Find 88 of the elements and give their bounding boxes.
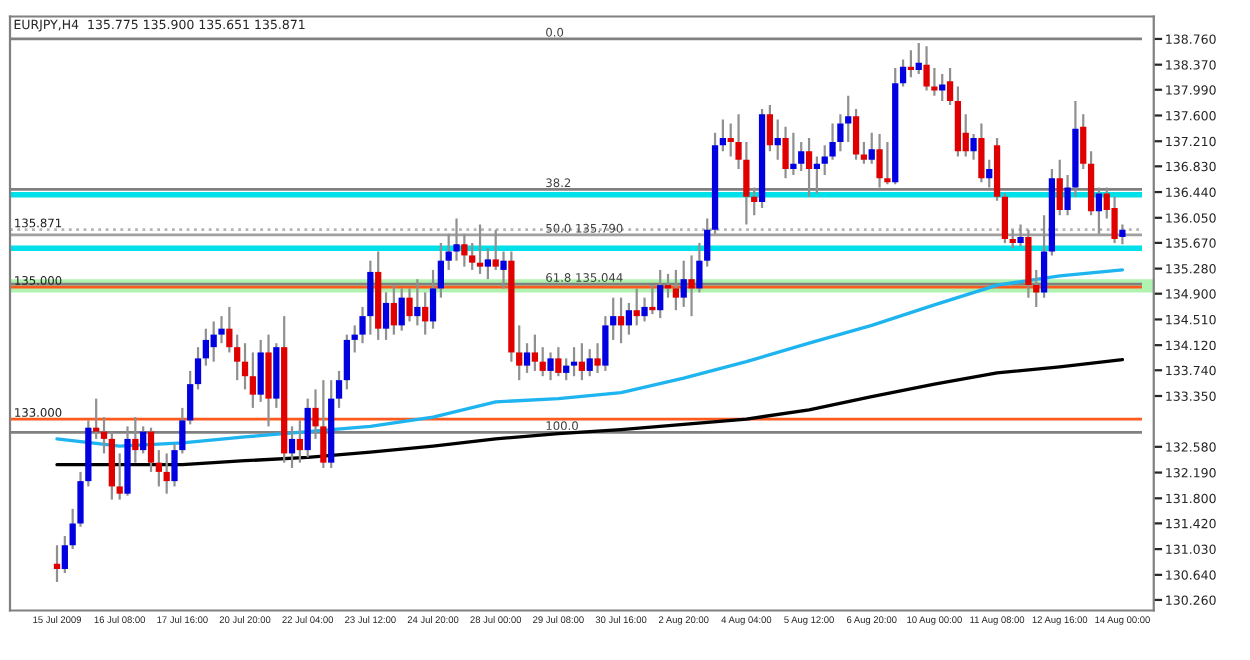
candlestick bbox=[484, 247, 491, 281]
candlestick bbox=[782, 125, 789, 180]
candlestick bbox=[140, 425, 147, 455]
candlestick bbox=[476, 223, 484, 276]
candlestick bbox=[978, 122, 985, 184]
candlestick bbox=[578, 342, 586, 382]
candlestick bbox=[304, 397, 311, 459]
candlestick bbox=[625, 301, 633, 336]
candlestick bbox=[1095, 186, 1103, 235]
candlestick bbox=[422, 291, 429, 336]
candlestick bbox=[1017, 223, 1024, 248]
candlestick bbox=[899, 58, 907, 88]
candlestick bbox=[100, 416, 108, 455]
candlestick bbox=[202, 327, 209, 367]
candlestick bbox=[570, 346, 578, 378]
candlestick bbox=[429, 268, 437, 330]
candlestick bbox=[586, 348, 593, 378]
candlestick bbox=[108, 430, 115, 501]
candlestick bbox=[288, 425, 296, 470]
candlestick bbox=[1001, 192, 1009, 244]
candlestick bbox=[563, 357, 570, 382]
candlestick bbox=[876, 132, 883, 189]
candlestick bbox=[594, 342, 601, 375]
candlestick bbox=[406, 287, 413, 323]
candlestick bbox=[719, 118, 727, 153]
candlestick bbox=[774, 118, 781, 161]
candlestick bbox=[547, 351, 554, 382]
candlestick bbox=[939, 72, 946, 103]
candlestick bbox=[1056, 158, 1063, 217]
candlestick bbox=[147, 426, 155, 474]
candlestick bbox=[437, 241, 444, 299]
candlestick bbox=[852, 107, 860, 161]
candlestick bbox=[367, 259, 374, 336]
candlestick bbox=[194, 346, 202, 391]
candlestick bbox=[946, 66, 954, 107]
candlestick bbox=[766, 103, 774, 153]
candlestick bbox=[249, 351, 256, 409]
candlestick bbox=[343, 333, 350, 391]
candlestick bbox=[226, 305, 233, 354]
candlestick bbox=[1111, 195, 1118, 244]
candlestick bbox=[382, 291, 390, 342]
candlestick bbox=[884, 140, 891, 186]
candlestick bbox=[539, 346, 546, 378]
candlestick bbox=[1087, 150, 1095, 217]
candlestick bbox=[414, 278, 421, 327]
candlestick bbox=[163, 452, 170, 495]
candlestick bbox=[187, 369, 194, 426]
candlestick bbox=[93, 397, 100, 441]
candlestick bbox=[61, 534, 68, 574]
candlestick bbox=[210, 320, 217, 363]
candlestick bbox=[241, 342, 249, 391]
candlestick bbox=[868, 131, 875, 165]
candlestick bbox=[53, 544, 61, 584]
candlestick bbox=[523, 342, 531, 375]
candlestick bbox=[923, 45, 930, 92]
candlestick bbox=[672, 268, 680, 312]
candlestick bbox=[555, 346, 562, 378]
candlestick bbox=[1040, 214, 1048, 299]
candlestick bbox=[986, 158, 993, 189]
candlestick bbox=[531, 333, 539, 373]
candlestick bbox=[649, 284, 656, 316]
candlestick bbox=[813, 155, 821, 195]
candlestick bbox=[398, 287, 405, 332]
candlestick bbox=[335, 369, 343, 409]
candlestick bbox=[132, 416, 139, 464]
candlestick bbox=[805, 136, 813, 198]
candlestick bbox=[617, 296, 625, 345]
candlestick bbox=[688, 254, 695, 318]
candlestick bbox=[633, 287, 640, 327]
candlestick bbox=[296, 419, 303, 464]
candlestick bbox=[680, 259, 687, 309]
candlestick bbox=[320, 379, 327, 470]
candlestick bbox=[970, 132, 977, 161]
candlestick bbox=[155, 449, 162, 488]
candlestick bbox=[265, 333, 272, 428]
candlestick bbox=[790, 131, 797, 177]
candlestick bbox=[657, 268, 664, 320]
candlestick bbox=[390, 284, 397, 336]
candlestick bbox=[257, 338, 264, 404]
candlestick bbox=[116, 452, 123, 501]
candlestick bbox=[1009, 228, 1016, 250]
candlestick bbox=[845, 94, 852, 144]
candlestick bbox=[798, 140, 805, 173]
candlestick bbox=[234, 333, 241, 382]
candlestick bbox=[860, 140, 868, 165]
candlestick bbox=[1119, 223, 1126, 246]
candlestick bbox=[453, 217, 460, 262]
candlestick bbox=[469, 241, 476, 272]
